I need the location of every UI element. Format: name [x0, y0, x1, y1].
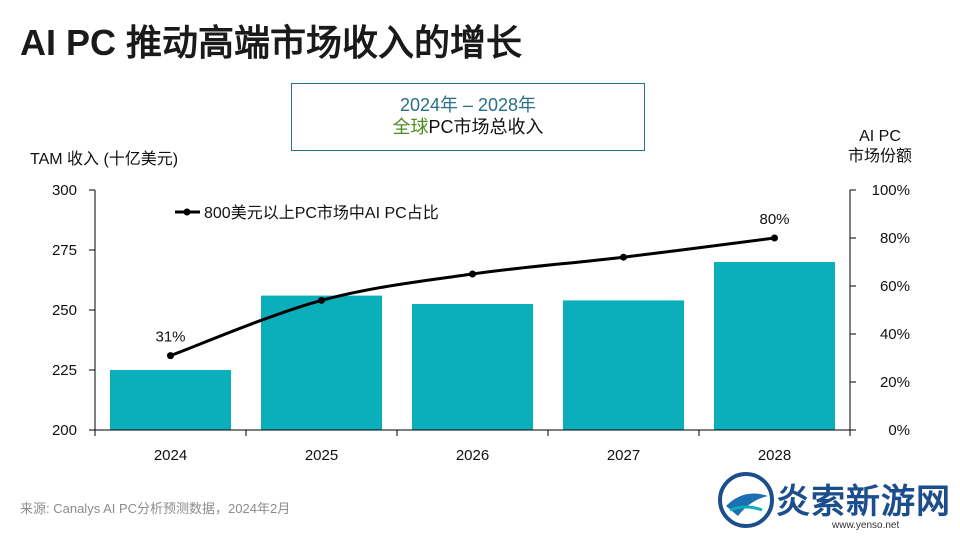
watermark: 炎索新游网 www.yenso.net: [714, 468, 954, 534]
x-tick-label: 2027: [607, 447, 640, 464]
data-label-2028: 80%: [759, 211, 789, 228]
data-label-2024: 31%: [155, 329, 185, 346]
legend-label: 800美元以上PC市场中AI PC占比: [204, 204, 439, 222]
subtitle-rest: PC市场总收入: [428, 117, 544, 137]
bar-2027: [563, 300, 684, 430]
bar-2024: [110, 370, 231, 430]
x-tick-label: 2024: [154, 447, 187, 464]
ai-pc-share-point-2025: [318, 296, 325, 304]
bar-2025: [261, 295, 382, 430]
subtitle-period: 2024年 – 2028年: [399, 95, 537, 115]
right-tick-label: 100%: [872, 182, 910, 199]
x-tick-label: 2026: [456, 447, 489, 464]
right-tick-label: 80%: [880, 230, 910, 247]
ai-pc-share-point-2024: [167, 352, 174, 360]
right-axis-title: AI PC 市场份额: [832, 127, 928, 167]
right-tick-label: 40%: [880, 326, 910, 343]
right-tick-label: 20%: [880, 374, 910, 391]
right-tick-label: 60%: [880, 278, 910, 295]
right-tick-label: 0%: [888, 422, 910, 439]
x-tick-label: 2028: [758, 447, 791, 464]
right-axis-title-line2: 市场份额: [847, 148, 912, 165]
chart-title: AI PC 推动高端市场收入的增长: [20, 22, 523, 63]
ai-pc-share-point-2027: [620, 253, 627, 261]
left-tick-label: 200: [52, 422, 77, 439]
subtitle-metric: 全球PC市场总收入: [292, 116, 644, 138]
subtitle-accent: 全球: [392, 117, 429, 137]
ai-pc-share-point-2028: [771, 234, 778, 242]
source-note: 来源: Canalys AI PC分析预测数据，2024年2月: [20, 501, 291, 516]
left-tick-label: 275: [52, 242, 77, 259]
subtitle-box: 2024年 – 2028年 全球PC市场总收入: [291, 83, 645, 151]
ai-pc-share-point-2026: [469, 270, 476, 278]
watermark-url: www.yenso.net: [832, 520, 900, 531]
bar-2026: [412, 304, 533, 430]
left-tick-label: 225: [52, 362, 77, 379]
right-axis-title-line1: AI PC: [859, 128, 901, 145]
watermark-text: 炎索新游网: [776, 483, 951, 521]
left-tick-label: 250: [52, 302, 77, 319]
watermark-logo-icon: [718, 472, 774, 528]
bar-2028: [714, 262, 835, 430]
legend-marker: [183, 208, 191, 216]
x-tick-label: 2025: [305, 447, 338, 464]
left-tick-label: 300: [52, 182, 77, 199]
left-axis-title: TAM 收入 (十亿美元): [30, 151, 179, 168]
